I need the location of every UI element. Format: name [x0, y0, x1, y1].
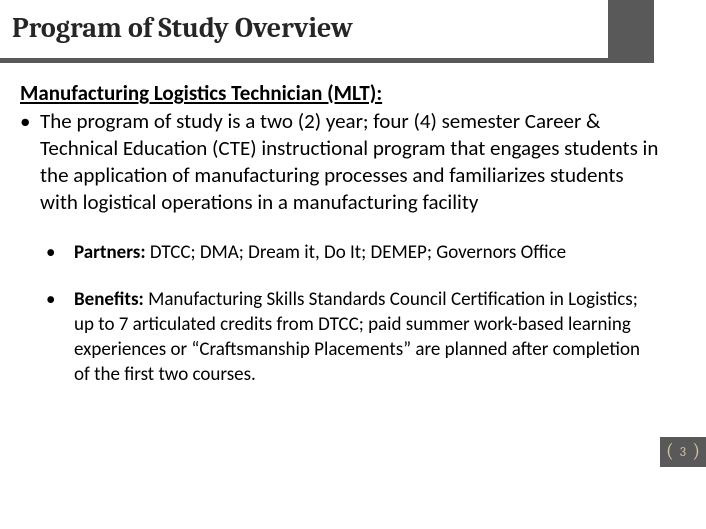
sub-bullet-item: • Benefits: Manufacturing Skills Standar…: [46, 287, 660, 387]
title-bar: Program of Study Overview: [0, 0, 706, 60]
sub-bullet-list: • Partners: DTCC; DMA; Dream it, Do It; …: [46, 240, 660, 387]
sub-bullet-text: Benefits: Manufacturing Skills Standards…: [74, 287, 660, 387]
sub-bullet-text: Partners: DTCC; DMA; Dream it, Do It; DE…: [74, 240, 566, 265]
sub-bullet-label: Benefits:: [74, 288, 144, 311]
main-bullet: • The program of study is a two (2) year…: [20, 108, 660, 216]
bullet-icon: •: [20, 108, 40, 216]
bracket-right-icon: ): [692, 439, 700, 462]
slide-body: Manufacturing Logistics Technician (MLT)…: [20, 80, 660, 409]
sub-bullet-body: Manufacturing Skills Standards Council C…: [74, 288, 640, 386]
slide: Program of Study Overview Manufacturing …: [0, 0, 706, 529]
title-bar-block: [608, 0, 654, 63]
sub-bullet-label: Partners:: [74, 241, 146, 264]
sub-bullet-body: DTCC; DMA; Dream it, Do It; DEMEP; Gover…: [146, 241, 567, 264]
sub-bullet-item: • Partners: DTCC; DMA; Dream it, Do It; …: [46, 240, 660, 265]
slide-title: Program of Study Overview: [12, 12, 353, 44]
main-bullet-text: The program of study is a two (2) year; …: [40, 108, 660, 216]
bullet-icon: •: [46, 287, 74, 387]
title-rule: [0, 58, 608, 63]
bullet-icon: •: [46, 240, 74, 265]
page-number: 3: [680, 445, 686, 460]
bracket-left-icon: (: [666, 439, 674, 462]
page-number-badge: ( 3 ): [660, 437, 706, 467]
section-heading: Manufacturing Logistics Technician (MLT)…: [20, 80, 660, 106]
